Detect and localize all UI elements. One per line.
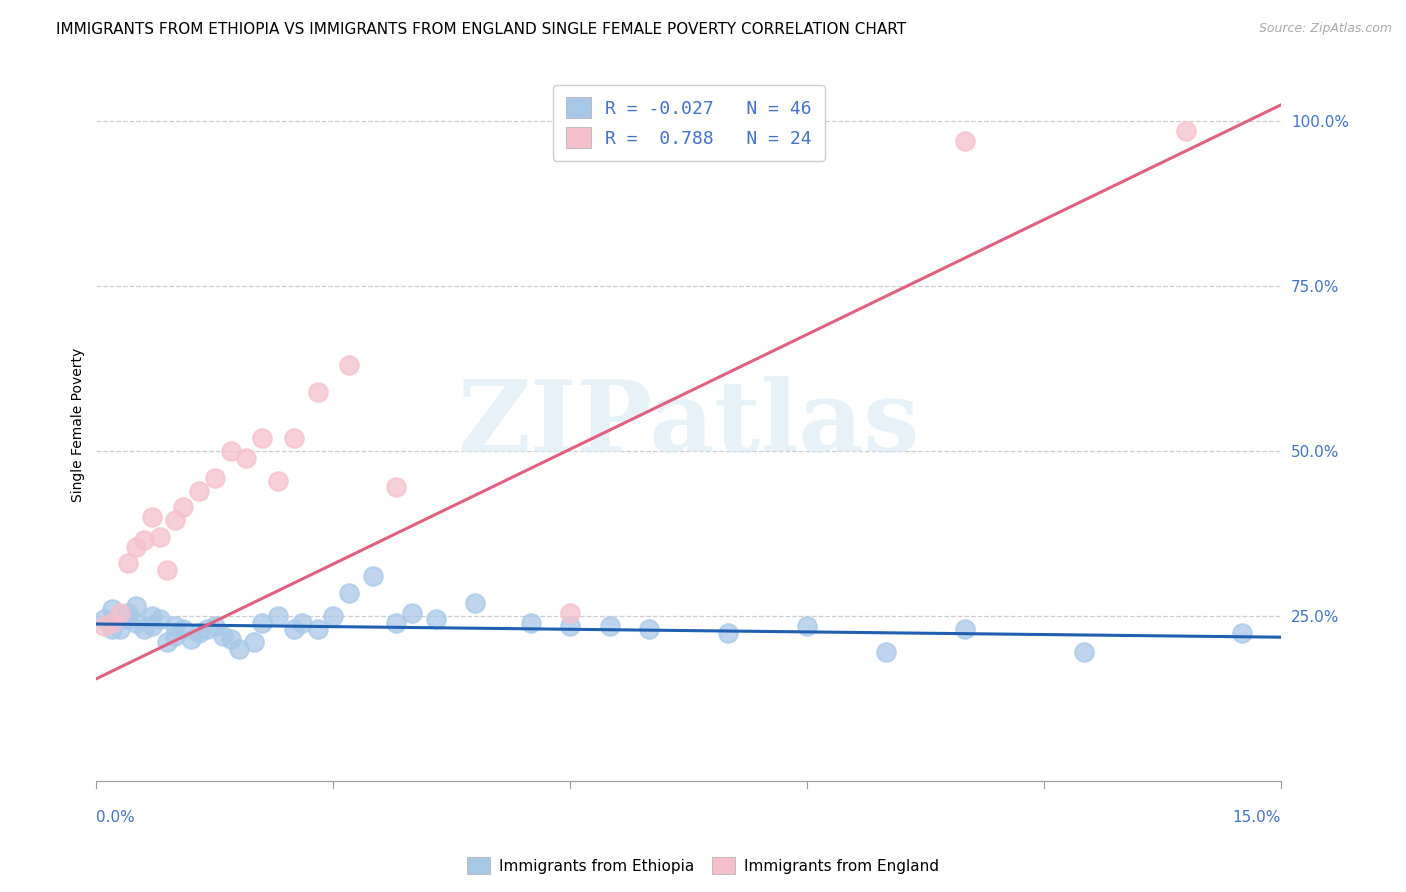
- Point: [1073, 645, 1095, 659]
- Point: [188, 483, 211, 498]
- Point: [401, 606, 423, 620]
- Y-axis label: Single Female Poverty: Single Female Poverty: [72, 348, 86, 502]
- Point: [132, 622, 155, 636]
- Point: [156, 635, 179, 649]
- Point: [195, 622, 218, 636]
- Point: [953, 622, 976, 636]
- Point: [560, 606, 582, 620]
- Point: [141, 619, 163, 633]
- Point: [172, 500, 194, 515]
- Point: [165, 619, 187, 633]
- Point: [307, 384, 329, 399]
- Point: [228, 642, 250, 657]
- Point: [219, 444, 242, 458]
- Point: [165, 513, 187, 527]
- Point: [125, 599, 148, 614]
- Text: 15.0%: 15.0%: [1233, 810, 1281, 824]
- Text: IMMIGRANTS FROM ETHIOPIA VS IMMIGRANTS FROM ENGLAND SINGLE FEMALE POVERTY CORREL: IMMIGRANTS FROM ETHIOPIA VS IMMIGRANTS F…: [56, 22, 907, 37]
- Point: [267, 474, 290, 488]
- Point: [148, 530, 170, 544]
- Point: [464, 596, 486, 610]
- Point: [243, 635, 266, 649]
- Point: [204, 619, 226, 633]
- Point: [211, 629, 233, 643]
- Point: [283, 431, 305, 445]
- Point: [117, 612, 139, 626]
- Text: ZIPatlas: ZIPatlas: [457, 376, 920, 474]
- Point: [1175, 124, 1198, 138]
- Point: [180, 632, 202, 647]
- Point: [132, 533, 155, 548]
- Point: [219, 632, 242, 647]
- Point: [141, 609, 163, 624]
- Point: [875, 645, 897, 659]
- Point: [599, 619, 621, 633]
- Legend: R = -0.027   N = 46, R =  0.788   N = 24: R = -0.027 N = 46, R = 0.788 N = 24: [553, 85, 824, 161]
- Point: [125, 540, 148, 554]
- Point: [188, 625, 211, 640]
- Point: [148, 612, 170, 626]
- Point: [125, 615, 148, 630]
- Point: [101, 615, 124, 630]
- Point: [101, 622, 124, 636]
- Point: [953, 134, 976, 148]
- Point: [385, 480, 408, 494]
- Point: [519, 615, 541, 630]
- Point: [267, 609, 290, 624]
- Point: [93, 612, 115, 626]
- Point: [307, 622, 329, 636]
- Point: [560, 619, 582, 633]
- Point: [250, 615, 273, 630]
- Point: [235, 450, 257, 465]
- Point: [101, 602, 124, 616]
- Point: [250, 431, 273, 445]
- Point: [172, 622, 194, 636]
- Legend: Immigrants from Ethiopia, Immigrants from England: Immigrants from Ethiopia, Immigrants fro…: [461, 851, 945, 880]
- Point: [717, 625, 740, 640]
- Point: [337, 359, 360, 373]
- Point: [93, 619, 115, 633]
- Point: [638, 622, 661, 636]
- Text: Source: ZipAtlas.com: Source: ZipAtlas.com: [1258, 22, 1392, 36]
- Point: [204, 470, 226, 484]
- Point: [361, 569, 384, 583]
- Point: [322, 609, 344, 624]
- Point: [117, 606, 139, 620]
- Point: [108, 606, 131, 620]
- Point: [165, 629, 187, 643]
- Text: 0.0%: 0.0%: [97, 810, 135, 824]
- Point: [425, 612, 447, 626]
- Point: [156, 563, 179, 577]
- Point: [108, 622, 131, 636]
- Point: [141, 510, 163, 524]
- Point: [796, 619, 818, 633]
- Point: [291, 615, 314, 630]
- Point: [337, 586, 360, 600]
- Point: [1230, 625, 1253, 640]
- Point: [385, 615, 408, 630]
- Point: [117, 557, 139, 571]
- Point: [283, 622, 305, 636]
